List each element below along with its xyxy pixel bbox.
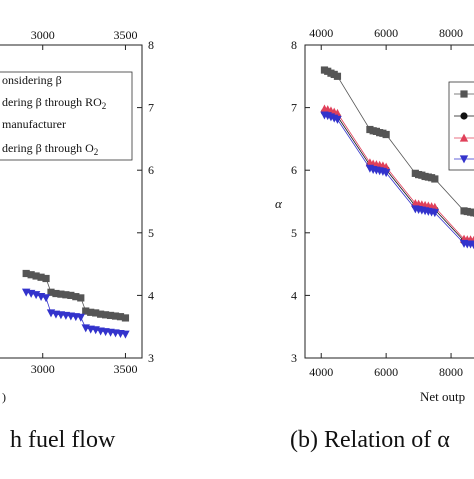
right-y-tick-label: 5: [291, 226, 297, 240]
right-legend-marker: [459, 133, 469, 142]
right-x-tick-label: 6000: [374, 365, 398, 379]
left-legend-entry: manufacturer: [2, 117, 66, 131]
left-y-tick-label: 8: [148, 38, 154, 52]
right-y-tick-label: 8: [291, 38, 297, 52]
left-x-axis-label: ): [2, 390, 6, 404]
left-y-tick-label: 5: [148, 226, 154, 240]
left-plot-frame: [0, 44, 143, 359]
left-series-point: [106, 311, 115, 320]
left-y-tick-label: 6: [148, 163, 154, 177]
left-series-point: [22, 269, 30, 278]
left-series-point: [116, 313, 125, 321]
left-series-point: [72, 293, 80, 301]
left-legend-entry: dering β through RO2: [2, 95, 106, 111]
left-series-point: [27, 271, 35, 279]
left-series-point: [47, 288, 55, 296]
right-y-tick-label: 3: [291, 351, 297, 365]
left-series-point: [82, 307, 90, 315]
left-legend-box: [0, 71, 133, 161]
right-y-tick-label: 6: [291, 163, 297, 177]
right-series-point: [381, 169, 391, 178]
left-legend-entry: dering β through O2: [2, 141, 98, 157]
left-series-point: [32, 272, 40, 280]
right-series-point: [333, 115, 342, 124]
right-x-axis-label: Net outp: [420, 389, 465, 404]
left-y-tick-label: 7: [148, 101, 154, 115]
right-x-tick-label: 8000: [439, 365, 463, 379]
right-legend-box: [448, 81, 474, 171]
left-series-point: [41, 294, 51, 303]
left-series-point: [67, 291, 75, 299]
left-series-point: [111, 312, 120, 320]
left-y-tick-label: 4: [148, 288, 154, 302]
left-legend-subscript: 2: [94, 147, 99, 157]
right-series-point: [430, 209, 440, 218]
left-series-point: [77, 294, 85, 302]
left-caption: h fuel flow: [10, 427, 116, 453]
left-series-point: [92, 309, 100, 317]
right-series-point: [431, 175, 439, 183]
right-x-top-tick-label: 8000: [439, 26, 463, 40]
left-series-point: [57, 290, 65, 298]
right-plot: 4000 4000 6000 6000 8000 8000 Net outp 3 4 5 6 7 8 α: [275, 26, 474, 404]
left-legend-entry: onsidering β: [2, 73, 62, 87]
left-series-point: [87, 308, 95, 316]
left-legend-subscript: 2: [102, 101, 107, 111]
left-legend: onsidering β dering β through RO2 manufact…: [0, 71, 133, 161]
left-x-tick-label: 3500: [113, 362, 137, 376]
right-y-axis-label: α: [275, 196, 283, 211]
left-series-point: [52, 289, 60, 298]
right-legend-marker: [459, 155, 469, 164]
right-series-point: [382, 130, 390, 139]
left-series-point: [121, 330, 130, 339]
right-x-top-tick-label: 6000: [374, 26, 398, 40]
right-x-top-tick-label: 4000: [309, 26, 333, 40]
left-y-tick-label: 3: [148, 351, 154, 365]
left-plot: 3000 3000 3500 3500) 3 4 5 6 7 8 onsidering β derin…: [0, 28, 154, 404]
left-series-point: [102, 311, 110, 319]
right-plot-frame: [304, 44, 474, 359]
left-series-point: [76, 313, 85, 322]
left-series-point: [37, 273, 45, 281]
right-legend: [448, 81, 474, 171]
left-series-point: [62, 291, 70, 299]
right-series-point: [469, 241, 474, 250]
right-series-point: [470, 209, 474, 217]
left-x-top-tick-label: 3000: [31, 28, 55, 42]
right-y-tick-label: 4: [291, 288, 297, 302]
right-caption: (b) Relation of α: [290, 427, 450, 453]
left-x-top-tick-label: 3500: [113, 28, 137, 42]
left-series-point: [121, 314, 130, 322]
left-series-point: [42, 274, 50, 283]
left-x-tick-label: 3000: [31, 362, 55, 376]
right-series-point: [333, 72, 342, 80]
right-legend-marker: [460, 112, 468, 120]
right-y-tick-label: 7: [291, 101, 297, 115]
left-series-point: [97, 310, 105, 318]
right-x-tick-label: 4000: [309, 365, 333, 379]
right-legend-marker: [460, 90, 468, 98]
